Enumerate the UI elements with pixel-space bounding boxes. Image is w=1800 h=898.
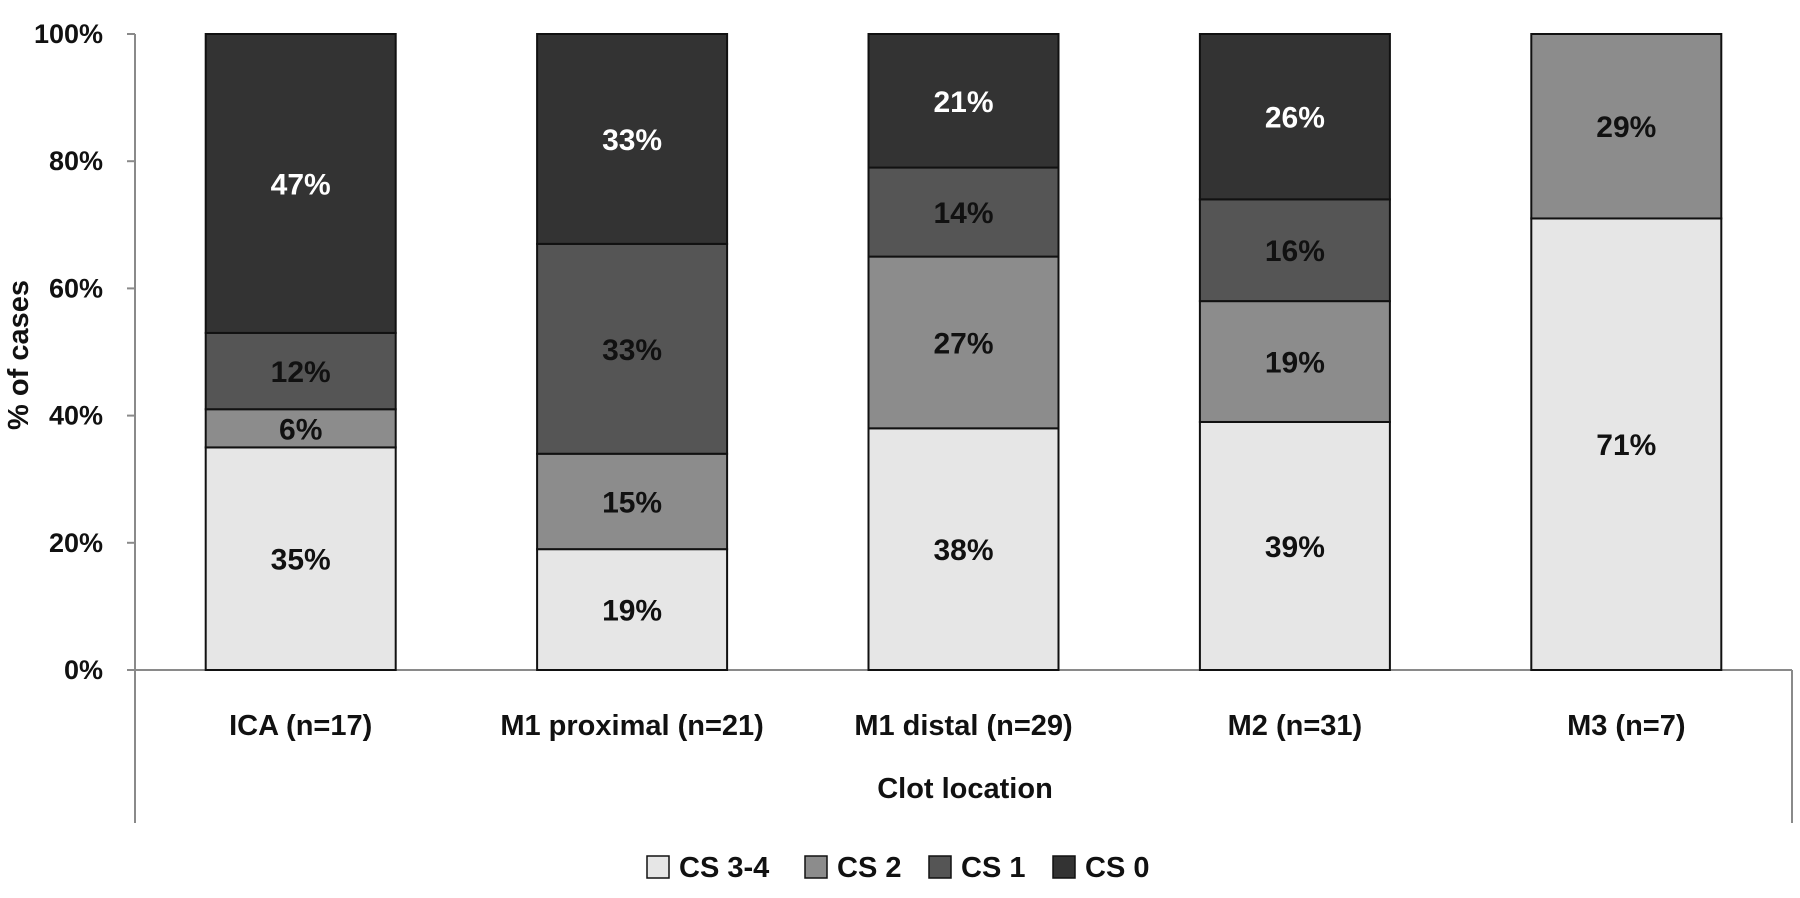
data-label: 29% — [1596, 111, 1656, 144]
legend-swatch — [804, 855, 828, 879]
category-label: M2 (n=31) — [1228, 710, 1363, 742]
category-label: M1 proximal (n=21) — [500, 710, 764, 742]
bar-segment — [204, 408, 397, 449]
data-label: 38% — [933, 534, 993, 567]
bar-segment — [1198, 33, 1391, 201]
data-label: 35% — [271, 544, 331, 577]
bar-segment — [536, 242, 729, 455]
data-label: 39% — [1265, 531, 1325, 564]
y-tick-label: 20% — [49, 528, 103, 558]
legend-label: CS 1 — [961, 852, 1025, 884]
bar-segment — [204, 33, 397, 334]
data-label: 19% — [1265, 347, 1325, 380]
legend-item: CS 1 — [928, 852, 1025, 884]
legend-swatch — [928, 855, 952, 879]
data-label: 47% — [271, 168, 331, 201]
data-label: 16% — [1265, 235, 1325, 268]
data-label: 33% — [602, 124, 662, 157]
bar-segment — [1530, 217, 1723, 671]
legend-swatch — [1052, 855, 1076, 879]
bar-segment — [536, 33, 729, 245]
data-label: 27% — [933, 327, 993, 360]
data-label: 26% — [1265, 102, 1325, 135]
legend-swatch — [646, 855, 670, 879]
category-label: M1 distal (n=29) — [854, 710, 1072, 742]
x-axis-title: Clot location — [877, 773, 1053, 805]
data-label: 14% — [933, 197, 993, 230]
legend: CS 3-4 CS 2 CS 1 CS 0 — [646, 852, 1149, 884]
y-tick-label: 80% — [49, 146, 103, 176]
y-tick-label: 60% — [49, 273, 103, 303]
y-tick-label: 0% — [64, 655, 103, 685]
category-label: ICA (n=17) — [229, 710, 372, 742]
y-axis-title: % of cases — [3, 280, 35, 430]
bar-segment — [204, 446, 397, 671]
data-label: 15% — [602, 486, 662, 519]
legend-item: CS 0 — [1052, 852, 1149, 884]
legend-label: CS 0 — [1085, 852, 1149, 884]
data-label: 21% — [933, 86, 993, 119]
bar-segment — [867, 166, 1060, 258]
bar-segment — [867, 33, 1060, 169]
bar-segment — [1530, 33, 1723, 220]
bar-segment — [536, 452, 729, 551]
bar-segment — [1198, 420, 1391, 671]
bar-segment — [536, 548, 729, 671]
y-tick-label: 40% — [49, 401, 103, 431]
legend-item: CS 2 — [804, 852, 901, 884]
data-label: 71% — [1596, 429, 1656, 462]
data-label: 6% — [279, 413, 322, 446]
data-label: 12% — [271, 356, 331, 389]
data-label: 33% — [602, 334, 662, 367]
bars: 35% 6% 12% 47% 19% 15% 33% 33% 38% 27% 14% 21% 39% 19… — [204, 33, 1723, 671]
legend-label: CS 2 — [837, 852, 901, 884]
data-label: 19% — [602, 595, 662, 628]
y-tick-labels: 0% 20% 40% 60% 80% 100% — [34, 19, 135, 685]
bar-segment — [867, 427, 1060, 671]
legend-item: CS 3-4 — [646, 852, 769, 884]
category-label: M3 (n=7) — [1567, 710, 1685, 742]
y-tick-label: 100% — [34, 19, 103, 49]
bar-segment — [1198, 198, 1391, 303]
legend-label: CS 3-4 — [679, 852, 769, 884]
category-labels: ICA (n=17) M1 proximal (n=21) M1 distal (n… — [229, 710, 1685, 742]
